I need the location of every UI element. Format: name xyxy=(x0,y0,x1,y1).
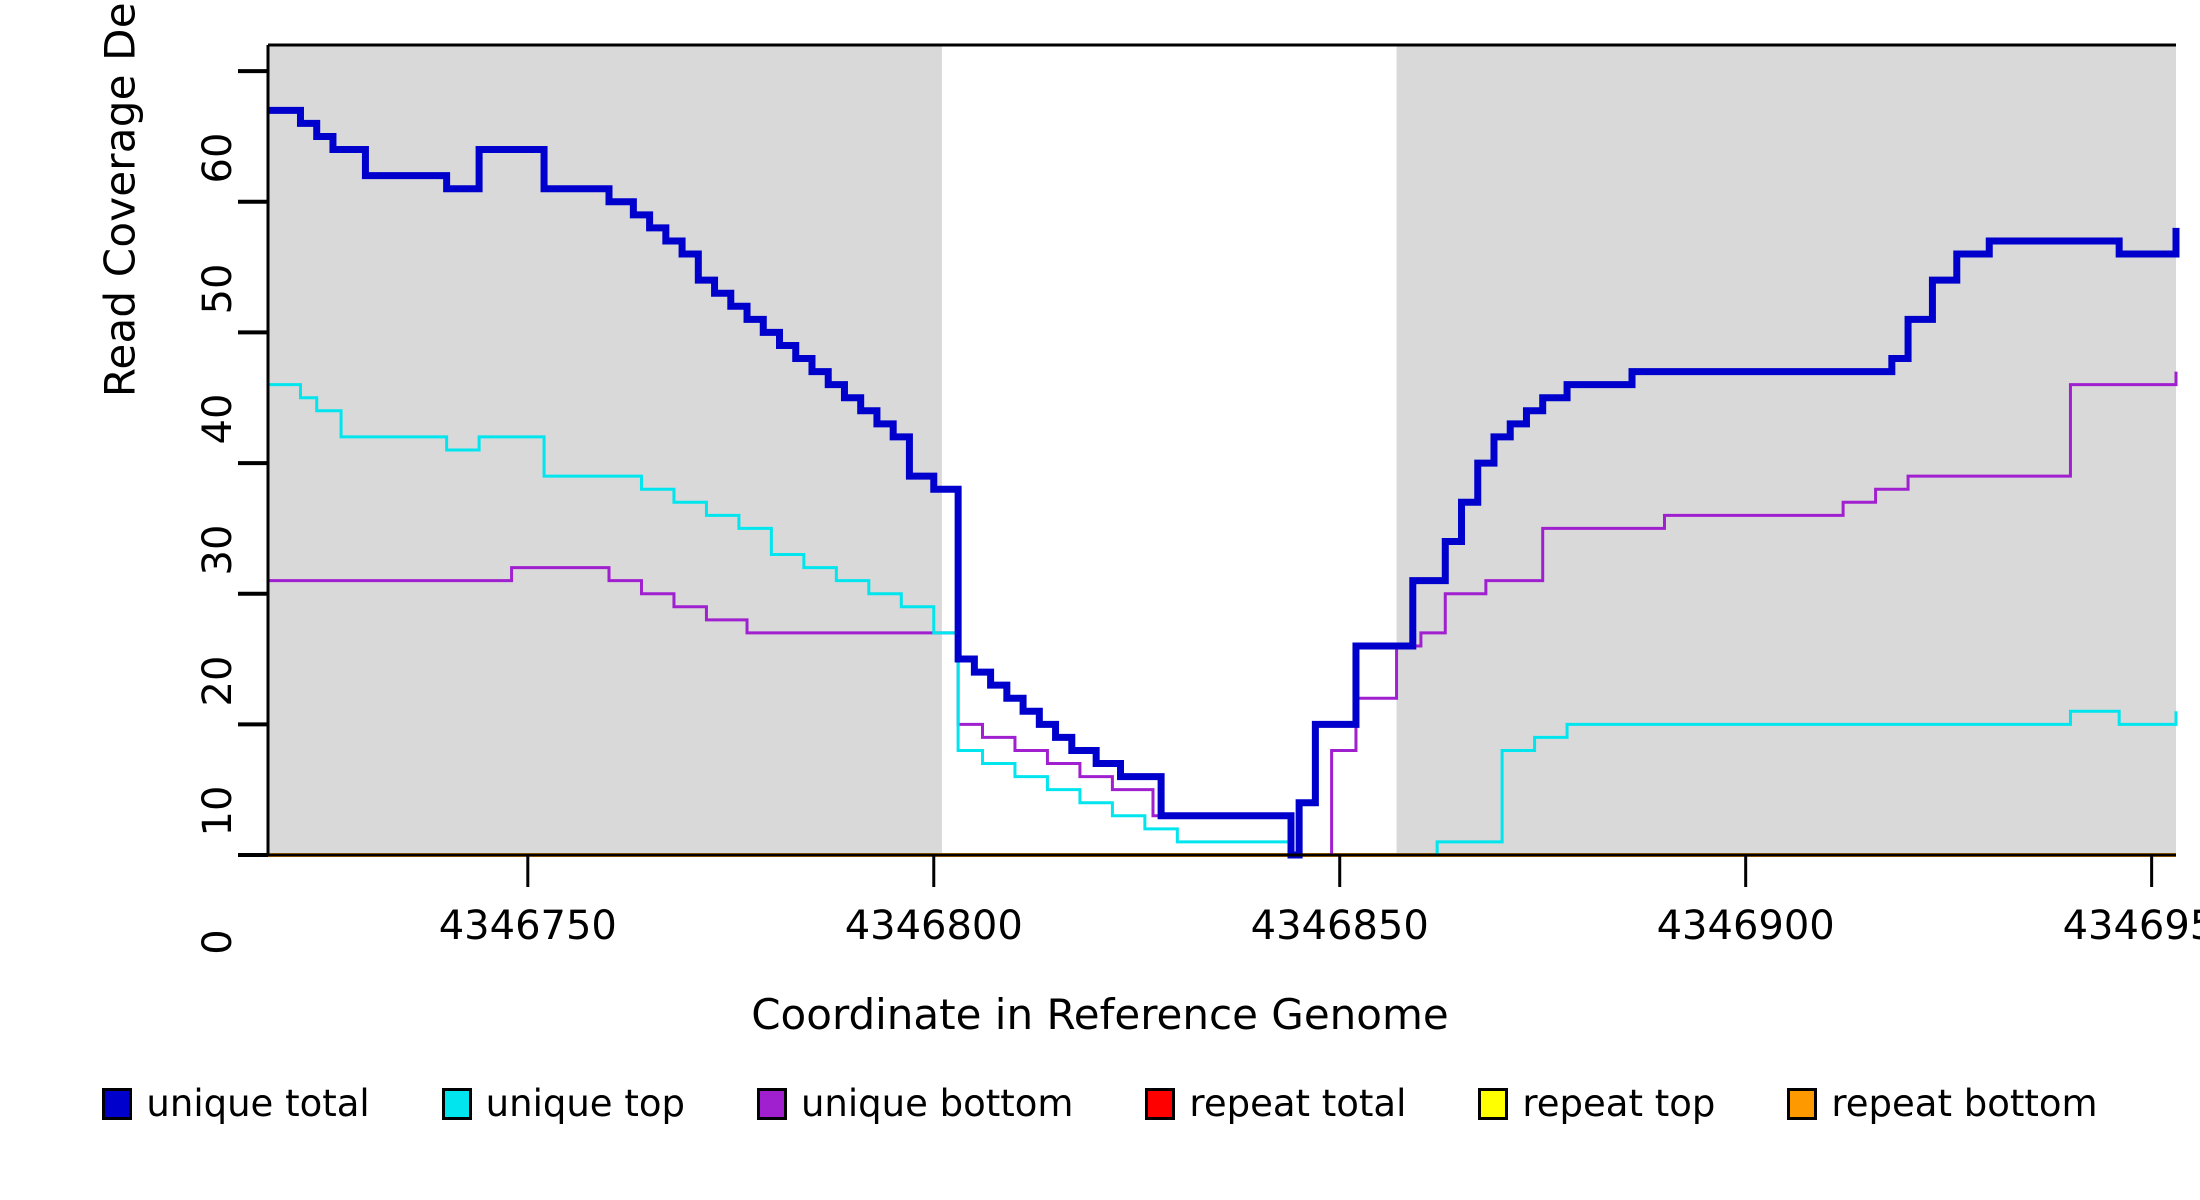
legend-swatch-icon-repeat-top xyxy=(1478,1087,1509,1120)
legend-item-unique-top[interactable]: unique top xyxy=(441,1082,685,1125)
legend-item-repeat-bottom[interactable]: repeat bottom xyxy=(1787,1082,2098,1125)
legend-item-repeat-top[interactable]: repeat top xyxy=(1478,1082,1715,1125)
legend-label: repeat bottom xyxy=(1831,1082,2098,1125)
legend-label: unique top xyxy=(485,1082,685,1125)
x-axis-title: Coordinate in Reference Genome xyxy=(751,990,1449,1039)
x-tick-label-4346900: 4346900 xyxy=(1656,903,1835,949)
series-line-unique-bottom xyxy=(268,371,2178,857)
legend-item-unique-total[interactable]: unique total xyxy=(102,1082,370,1125)
legend-swatch-icon-unique-total xyxy=(102,1087,133,1120)
legend-swatch-icon-repeat-total xyxy=(1145,1087,1176,1120)
legend-swatch-icon-repeat-bottom xyxy=(1787,1087,1818,1120)
y-tick-label-60: 60 xyxy=(195,132,241,184)
shaded-region-1 xyxy=(1396,45,2176,855)
x-tick-label-4346750: 4346750 xyxy=(438,903,617,949)
legend-label: repeat total xyxy=(1189,1082,1407,1125)
legend-label: repeat top xyxy=(1522,1082,1716,1125)
plot-canvas xyxy=(238,43,2180,887)
series-line-unique-total xyxy=(268,106,2180,859)
legend-label: unique bottom xyxy=(800,1082,1074,1125)
legend-item-repeat-total[interactable]: repeat total xyxy=(1145,1082,1406,1125)
shaded-region-0 xyxy=(268,45,942,855)
legend-label: unique total xyxy=(146,1082,370,1125)
chart-legend: unique total unique top unique bottom repea… xyxy=(0,1082,2200,1125)
legend-swatch-icon-unique-top xyxy=(441,1087,472,1120)
x-tick-label-4346950: 4346950 xyxy=(2062,903,2200,949)
x-tick-label-4346800: 4346800 xyxy=(844,903,1023,949)
legend-swatch-icon-unique-bottom xyxy=(756,1087,787,1120)
x-tick-label-4346850: 4346850 xyxy=(1250,903,1429,949)
legend-item-unique-bottom[interactable]: unique bottom xyxy=(756,1082,1074,1125)
